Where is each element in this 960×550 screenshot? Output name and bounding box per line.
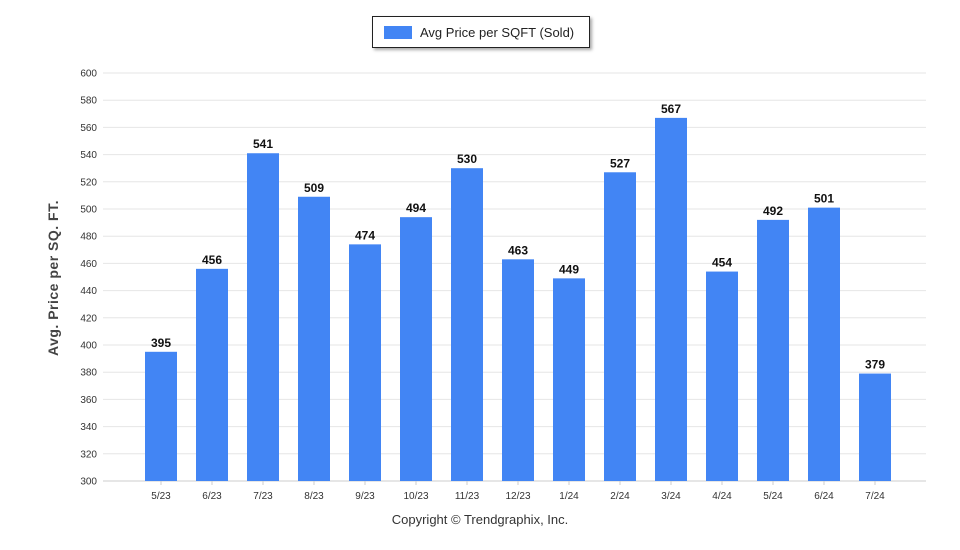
y-tick-label: 600: [80, 69, 97, 80]
y-tick-label: 340: [80, 422, 97, 433]
data-label: 567: [661, 102, 681, 116]
bar: [196, 268, 228, 481]
data-label: 509: [304, 181, 324, 195]
data-label: 449: [559, 262, 579, 276]
y-tick-label: 300: [80, 477, 97, 488]
data-label: 530: [457, 152, 477, 166]
y-tick-label: 560: [80, 123, 97, 134]
data-label: 527: [610, 156, 630, 170]
bar: [859, 373, 891, 481]
data-label: 494: [406, 201, 426, 215]
y-tick-label: 580: [80, 96, 97, 107]
bar: [757, 219, 789, 481]
bar: [553, 278, 585, 481]
copyright-text: Copyright © Trendgraphix, Inc.: [391, 512, 569, 527]
bar: [298, 196, 330, 481]
y-tick-label: 540: [80, 150, 97, 161]
data-label: 395: [151, 336, 171, 350]
y-axis-label: Avg. Price per SQ. FT.: [45, 200, 61, 356]
x-tick-label: 8/23: [304, 491, 324, 502]
data-label: 456: [202, 253, 222, 267]
bar: [247, 153, 279, 482]
y-tick-label: 420: [80, 313, 97, 324]
y-tick-label: 480: [80, 232, 97, 243]
y-tick-label: 400: [80, 341, 97, 352]
bar: [145, 351, 177, 481]
data-label: 454: [712, 256, 732, 270]
y-tick-label: 500: [80, 205, 97, 216]
y-tick-label: 460: [80, 259, 97, 270]
bar: [400, 217, 432, 481]
bar: [604, 172, 636, 481]
legend-label: Avg Price per SQFT (Sold): [420, 24, 575, 40]
x-tick-label: 6/23: [202, 491, 222, 502]
x-tick-label: 7/23: [253, 491, 273, 502]
x-tick-label: 6/24: [814, 491, 834, 502]
legend: Avg Price per SQFT (Sold): [372, 16, 590, 48]
x-tick-label: 2/24: [610, 491, 630, 502]
x-tick-label: 11/23: [455, 491, 480, 502]
data-label: 379: [865, 358, 885, 372]
bar: [808, 207, 840, 481]
y-tick-label: 360: [80, 395, 97, 406]
bar: [655, 117, 687, 481]
bar: [706, 271, 738, 481]
x-tick-label: 3/24: [661, 491, 681, 502]
x-tick-label: 5/23: [151, 491, 171, 502]
x-tick-label: 9/23: [355, 491, 375, 502]
data-label: 474: [355, 228, 375, 242]
legend-swatch: [384, 25, 412, 39]
y-tick-label: 520: [80, 177, 97, 188]
data-label: 463: [508, 243, 528, 257]
bar: [451, 168, 483, 481]
y-tick-label: 440: [80, 286, 97, 297]
x-tick-label: 7/24: [865, 491, 885, 502]
data-label: 492: [763, 204, 783, 218]
x-tick-label: 10/23: [403, 491, 428, 502]
y-tick-label: 320: [80, 449, 97, 460]
y-tick-label: 380: [80, 368, 97, 379]
x-tick-label: 4/24: [712, 491, 732, 502]
x-tick-label: 1/24: [559, 491, 579, 502]
x-tick-label: 5/24: [763, 491, 783, 502]
data-label: 501: [814, 192, 834, 206]
bar: [502, 259, 534, 481]
data-label: 541: [253, 137, 273, 151]
bar: [349, 244, 381, 481]
x-tick-label: 12/23: [505, 491, 530, 502]
